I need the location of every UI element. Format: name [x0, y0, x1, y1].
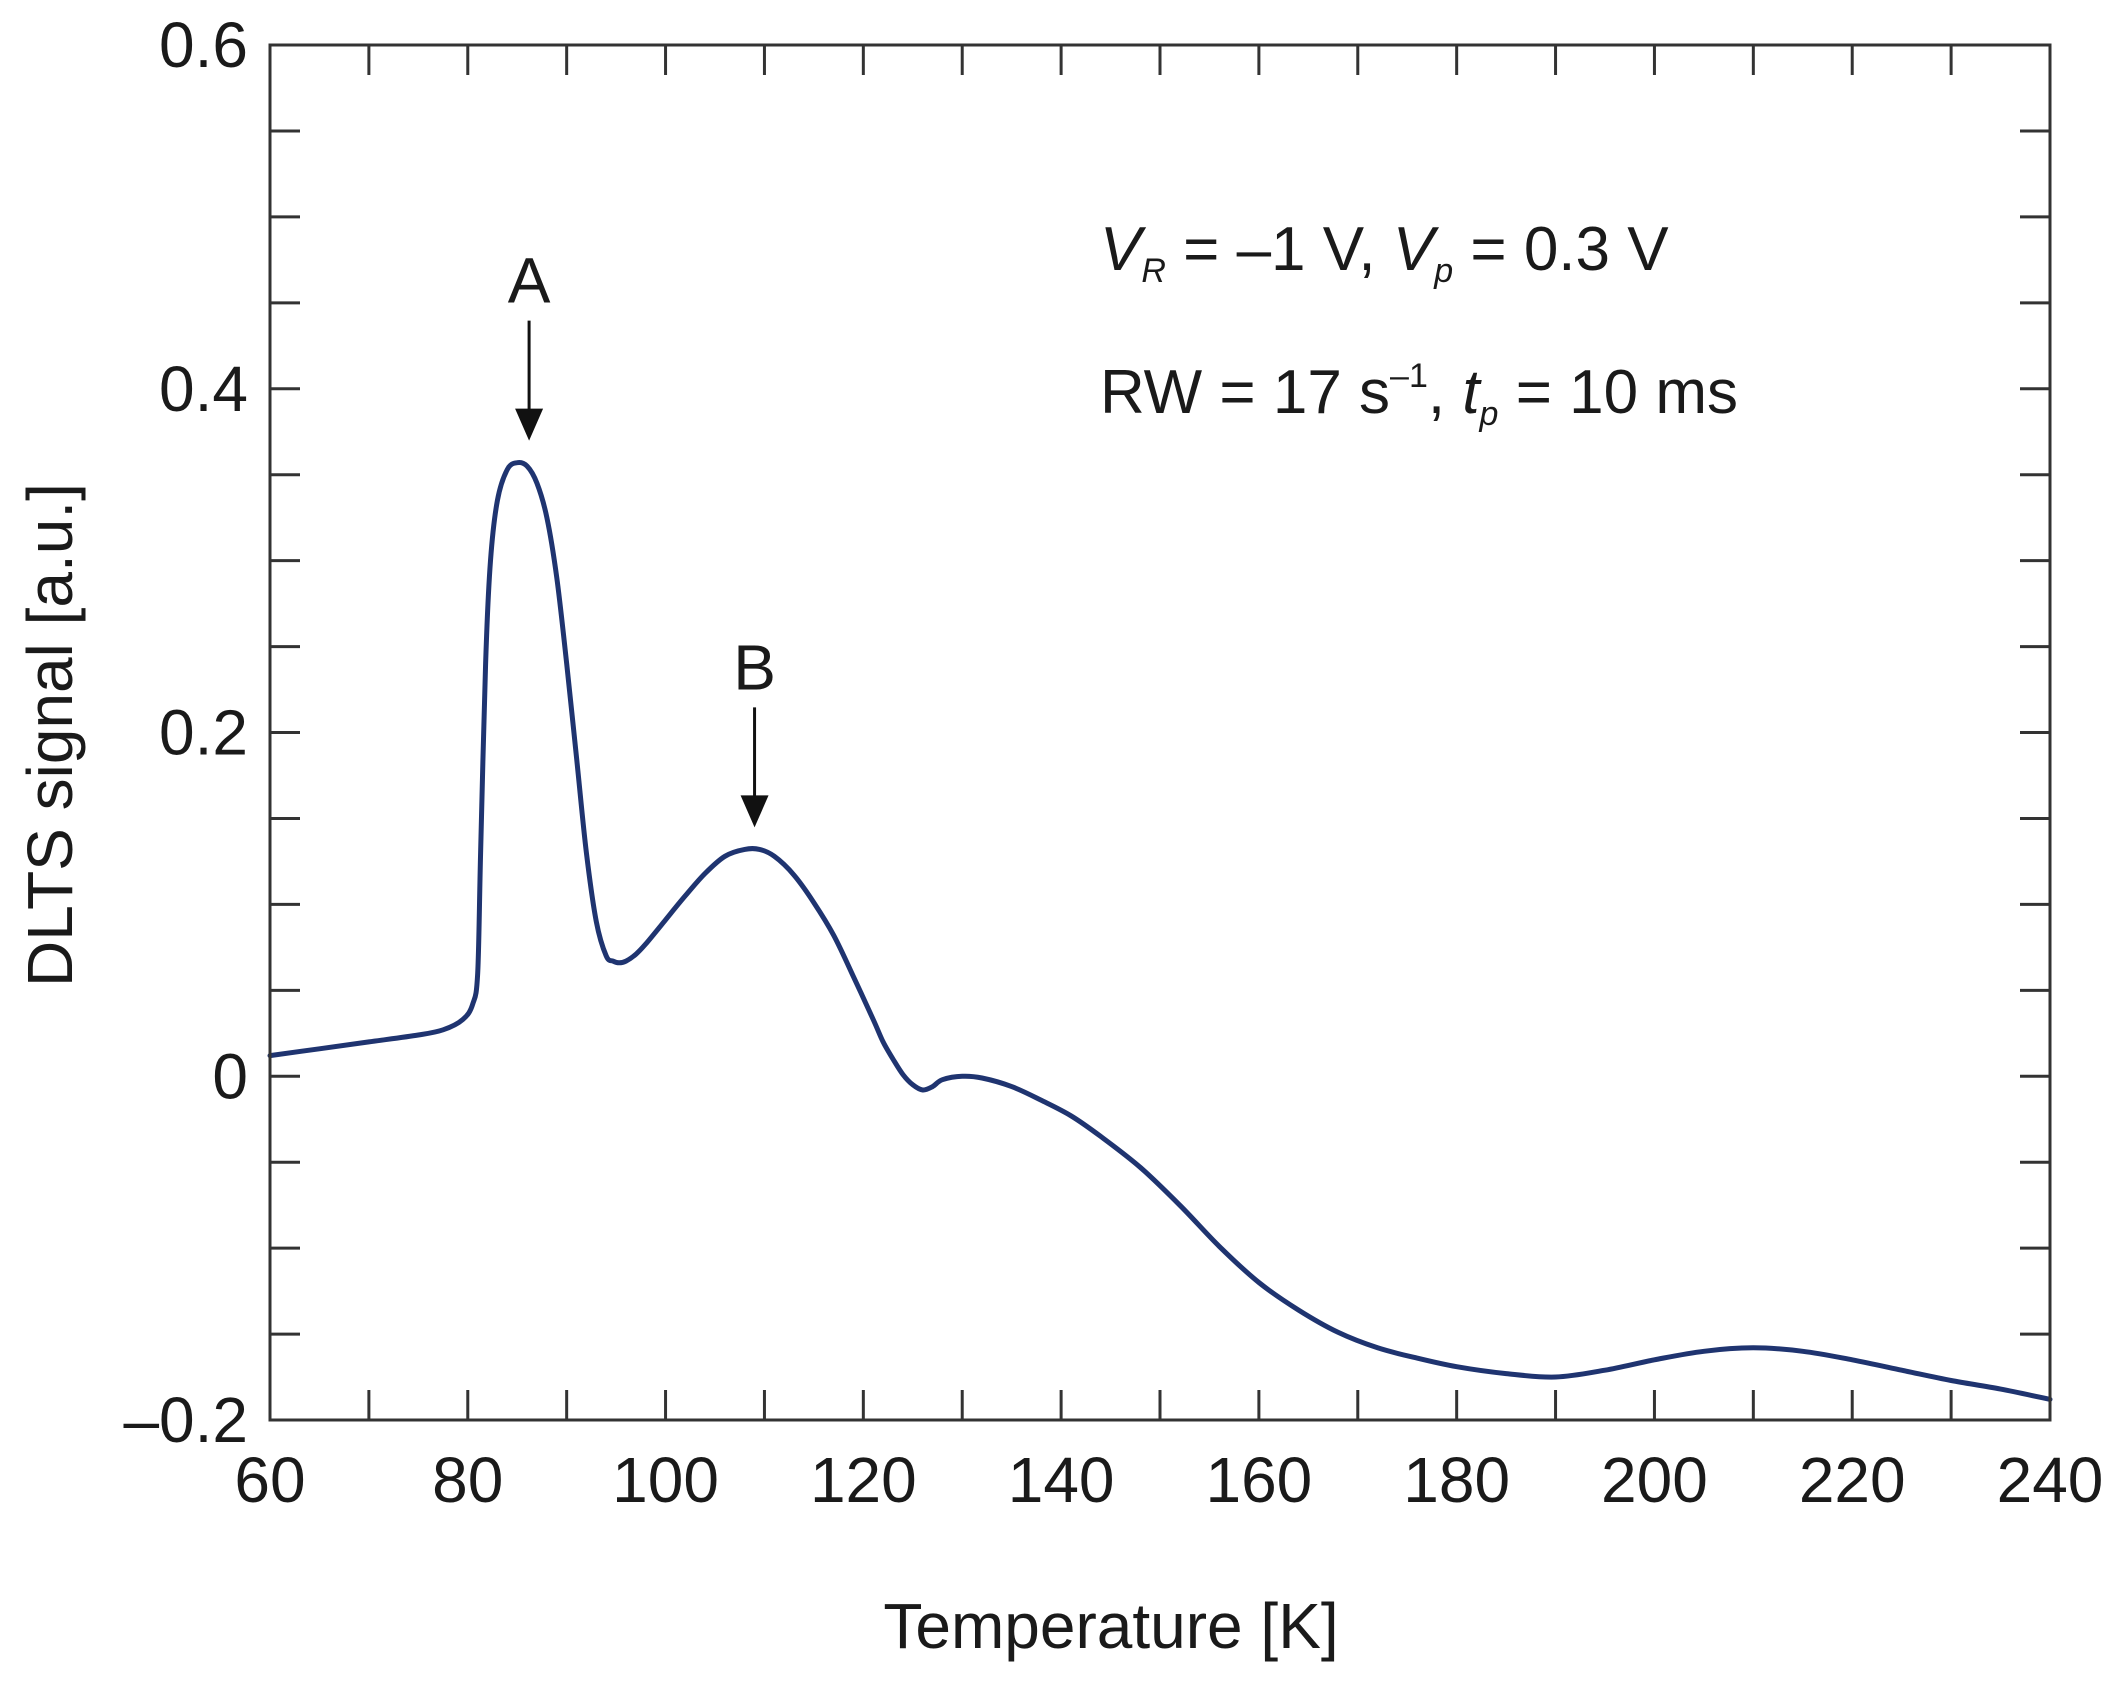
- y-tick-label: –0.2: [123, 1384, 248, 1456]
- arrow-head-icon: [515, 408, 544, 441]
- peak-annotation-a: A: [508, 245, 551, 441]
- x-tick-label: 240: [1997, 1444, 2104, 1516]
- x-tick-label: 200: [1601, 1444, 1708, 1516]
- peak-annotation-b: B: [733, 631, 776, 828]
- vp-symbol: V: [1393, 215, 1440, 284]
- y-tick-label: 0.6: [159, 9, 248, 81]
- params-line-2: RW = 17 s–1, tp = 10 ms: [1100, 357, 1738, 433]
- rw-superscript: –1: [1390, 357, 1428, 395]
- vp-value: = 0.3 V: [1453, 215, 1669, 284]
- y-tick-label: 0.2: [159, 697, 248, 769]
- x-tick-label: 100: [612, 1444, 719, 1516]
- x-tick-label: 220: [1799, 1444, 1906, 1516]
- rw-text: RW = 17 s: [1100, 358, 1390, 427]
- vr-symbol: V: [1100, 215, 1147, 284]
- params-separator: ,: [1428, 358, 1462, 427]
- x-tick-label: 120: [810, 1444, 917, 1516]
- x-tick-label: 60: [234, 1444, 305, 1516]
- peak-label: B: [733, 631, 776, 703]
- vr-value: = –1 V,: [1166, 215, 1393, 284]
- y-tick-label: 0.4: [159, 353, 248, 425]
- x-tick-label: 160: [1205, 1444, 1312, 1516]
- vp-subscript: p: [1433, 252, 1453, 290]
- peak-annotations: AB: [508, 245, 776, 828]
- y-tick-label: 0: [212, 1040, 248, 1112]
- peak-label: A: [508, 245, 551, 317]
- tp-value: = 10 ms: [1498, 358, 1738, 427]
- x-tick-label: 140: [1008, 1444, 1115, 1516]
- params-line-1: VR = –1 V, Vp = 0.3 V: [1100, 215, 1669, 290]
- arrow-head-icon: [740, 795, 769, 828]
- tick-labels: 60 80 100 120 140 160 180 200 220 240 –0.2 0 0.2 0.4 0…: [123, 9, 2103, 1516]
- x-tick-label: 80: [432, 1444, 503, 1516]
- series-line-dlts-signal: [267, 460, 2053, 1402]
- x-tick-label: 180: [1403, 1444, 1510, 1516]
- tp-subscript: p: [1479, 395, 1499, 433]
- tp-symbol: t: [1462, 358, 1482, 427]
- x-axis-title: Temperature [K]: [883, 1590, 1338, 1662]
- y-axis-title: DLTS signal [a.u.]: [14, 483, 86, 987]
- plot-frame: [268, 43, 2052, 1422]
- vr-subscript: R: [1141, 252, 1166, 290]
